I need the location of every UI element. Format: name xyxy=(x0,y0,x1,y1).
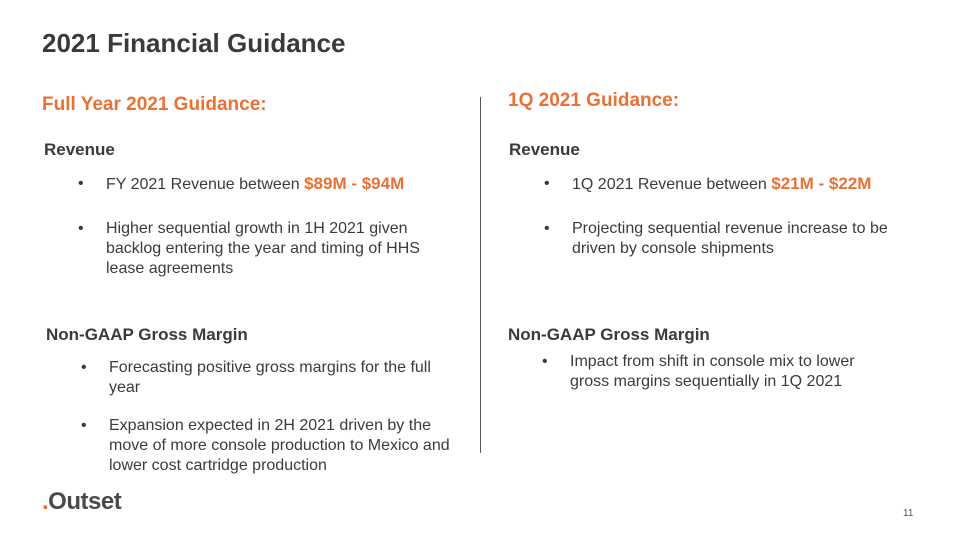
left-revenue-bullets: FY 2021 Revenue between $89M - $94M High… xyxy=(78,174,458,279)
quarter-guidance-heading: 1Q 2021 Guidance: xyxy=(508,90,680,111)
logo-dot: . xyxy=(42,488,49,515)
right-revenue-bullet-2: Projecting sequential revenue increase t… xyxy=(544,219,912,259)
full-year-guidance-heading: Full Year 2021 Guidance: xyxy=(42,94,267,115)
slide-title: 2021 Financial Guidance xyxy=(42,28,346,58)
right-revenue-bullet-1-text: 1Q 2021 Revenue between xyxy=(572,176,772,193)
left-margin-heading: Non-GAAP Gross Margin xyxy=(46,325,248,344)
left-revenue-heading: Revenue xyxy=(44,140,115,159)
q1-revenue-range: $21M - $22M xyxy=(771,174,872,193)
right-margin-bullet-1: Impact from shift in console mix to lowe… xyxy=(542,352,882,392)
left-revenue-bullet-2: Higher sequential growth in 1H 2021 give… xyxy=(78,219,458,279)
left-revenue-bullet-1: FY 2021 Revenue between $89M - $94M xyxy=(78,174,458,195)
page-number: 11 xyxy=(903,508,914,519)
right-margin-bullets: Impact from shift in console mix to lowe… xyxy=(542,352,882,392)
left-margin-bullet-2: Expansion expected in 2H 2021 driven by … xyxy=(81,416,473,476)
right-margin-heading: Non-GAAP Gross Margin xyxy=(508,325,710,344)
fy-revenue-range: $89M - $94M xyxy=(304,174,405,193)
left-margin-bullets: Forecasting positive gross margins for t… xyxy=(81,358,473,476)
right-revenue-heading: Revenue xyxy=(509,140,580,159)
right-revenue-bullet-1: 1Q 2021 Revenue between $21M - $22M xyxy=(544,174,914,195)
outset-logo: .Outset xyxy=(42,488,122,516)
column-divider xyxy=(480,97,481,453)
logo-text: Outset xyxy=(48,488,122,515)
left-revenue-bullet-1-text: FY 2021 Revenue between xyxy=(106,176,305,193)
left-margin-bullet-1: Forecasting positive gross margins for t… xyxy=(81,358,449,398)
right-revenue-bullets: 1Q 2021 Revenue between $21M - $22M Proj… xyxy=(544,174,914,259)
